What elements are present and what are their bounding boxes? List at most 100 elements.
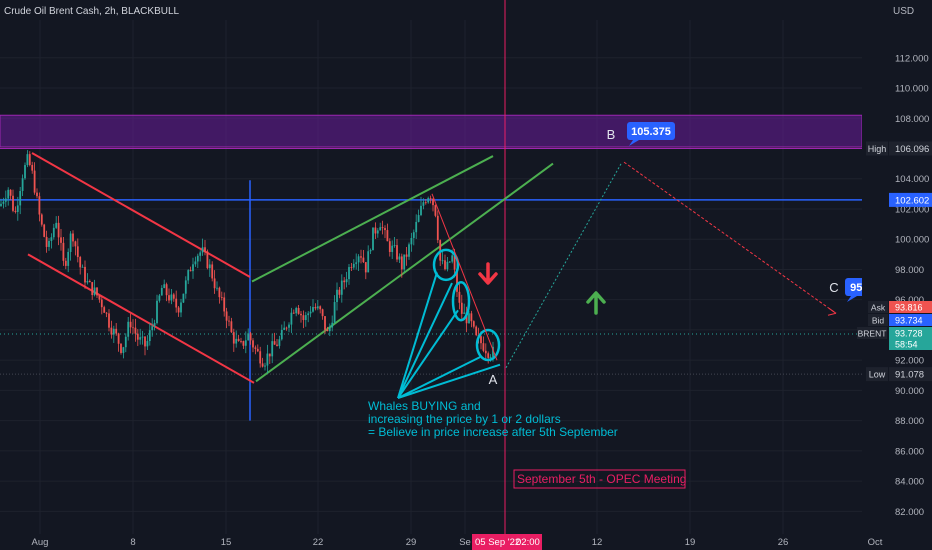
quote-value-bg [889, 301, 932, 313]
candle-body [369, 250, 372, 252]
projection-up-line [505, 161, 623, 368]
time-tick-label: Oct [868, 537, 883, 548]
candle-body [14, 210, 17, 212]
price-axis-background [862, 0, 932, 550]
candle-body [319, 306, 322, 310]
candle-body [55, 222, 58, 228]
candle-body [52, 227, 55, 238]
candle-body [458, 291, 461, 303]
candle-body [189, 270, 192, 272]
price-tick-label: 96.000 [895, 295, 924, 306]
quote-value-label: 58:54 [895, 340, 918, 350]
high-tag-label: High [868, 144, 887, 154]
candle-body [192, 264, 194, 272]
candle-body [160, 287, 163, 296]
candle-body [134, 327, 137, 334]
candle-body [172, 294, 175, 299]
candle-body [360, 256, 362, 258]
candle-body [393, 245, 396, 246]
candle-body [408, 244, 410, 257]
candle-body [31, 164, 34, 171]
wedge-upper-line [251, 155, 494, 283]
candle-body [410, 237, 413, 245]
supply-zone-rect [0, 114, 863, 148]
price-tick-label: 104.000 [895, 174, 929, 185]
candle-body [88, 281, 91, 283]
candle-body [324, 316, 326, 330]
time-tick-label: 29 [406, 537, 417, 548]
currency-label: USD [893, 6, 914, 17]
price-axis[interactable]: 82.00084.00086.00088.00090.00092.00094.0… [857, 0, 932, 550]
candle-body [168, 295, 170, 301]
quote-value-bg [889, 314, 932, 326]
candle-body [333, 302, 336, 323]
candle-body [355, 262, 358, 264]
candle-body [228, 320, 230, 322]
candle-body [376, 230, 379, 234]
time-tick-label: 12 [592, 537, 603, 548]
resistance-value-bg [889, 192, 932, 207]
candle-body [261, 363, 264, 367]
candle-body [283, 327, 286, 330]
candle-body [146, 341, 149, 347]
candle-body [453, 255, 456, 270]
price-box-b-pointer [629, 140, 639, 146]
high-value-label: 106.096 [895, 144, 929, 155]
candle-body [451, 255, 454, 262]
candle-body [379, 227, 382, 231]
candle-body [163, 284, 166, 288]
price-tick-label: 112.000 [895, 53, 929, 64]
candle-body [45, 236, 48, 247]
candle-body [105, 312, 108, 314]
candle-body [280, 329, 283, 340]
low-tag-bg [866, 367, 888, 382]
candle-body [374, 227, 377, 234]
candle-body [444, 260, 446, 270]
candle-body [340, 280, 343, 295]
candle-body [432, 198, 434, 206]
candle-body [156, 300, 158, 324]
candle-body [232, 332, 235, 344]
event-box-text: September 5th - OPEC Meeting [517, 472, 686, 486]
candle-body [264, 365, 266, 367]
crosshair-time: 02:00 [516, 537, 540, 548]
quote-value-bg [889, 327, 932, 339]
annotation-pointer-line [397, 356, 481, 399]
quote-tag-label: Bid [872, 316, 885, 326]
candle-body [26, 154, 29, 166]
candle-body [139, 337, 142, 340]
candle-body [242, 341, 245, 346]
candle-body [48, 240, 50, 247]
candle-body [348, 267, 350, 280]
candle-body [136, 333, 139, 340]
candle-body [237, 338, 240, 341]
price-box-c-pointer [847, 296, 857, 302]
candle-body [412, 232, 415, 238]
candle-body [4, 198, 7, 202]
candle-body [384, 228, 386, 231]
quote-tag-label: BRENT [858, 329, 887, 339]
candle-body [487, 353, 490, 358]
price-tick-label: 98.000 [895, 265, 924, 276]
candle-body [33, 170, 36, 193]
candle-body [316, 306, 319, 309]
candle-body [120, 343, 122, 353]
candle-body [62, 242, 65, 261]
candle-body [254, 347, 257, 349]
highlight-ellipse [451, 280, 471, 322]
candle-body [396, 245, 398, 260]
candle-body [24, 165, 26, 179]
candle-body [93, 287, 96, 296]
candle-body [86, 281, 89, 283]
supply-zone [0, 114, 863, 148]
resistance-value-label: 102.602 [895, 195, 929, 206]
candle-body [436, 215, 439, 241]
highlight-ellipse [432, 248, 460, 282]
candle-body [470, 313, 473, 322]
candle-body [91, 282, 94, 296]
candle-body [69, 233, 72, 252]
candle-body [362, 257, 365, 263]
